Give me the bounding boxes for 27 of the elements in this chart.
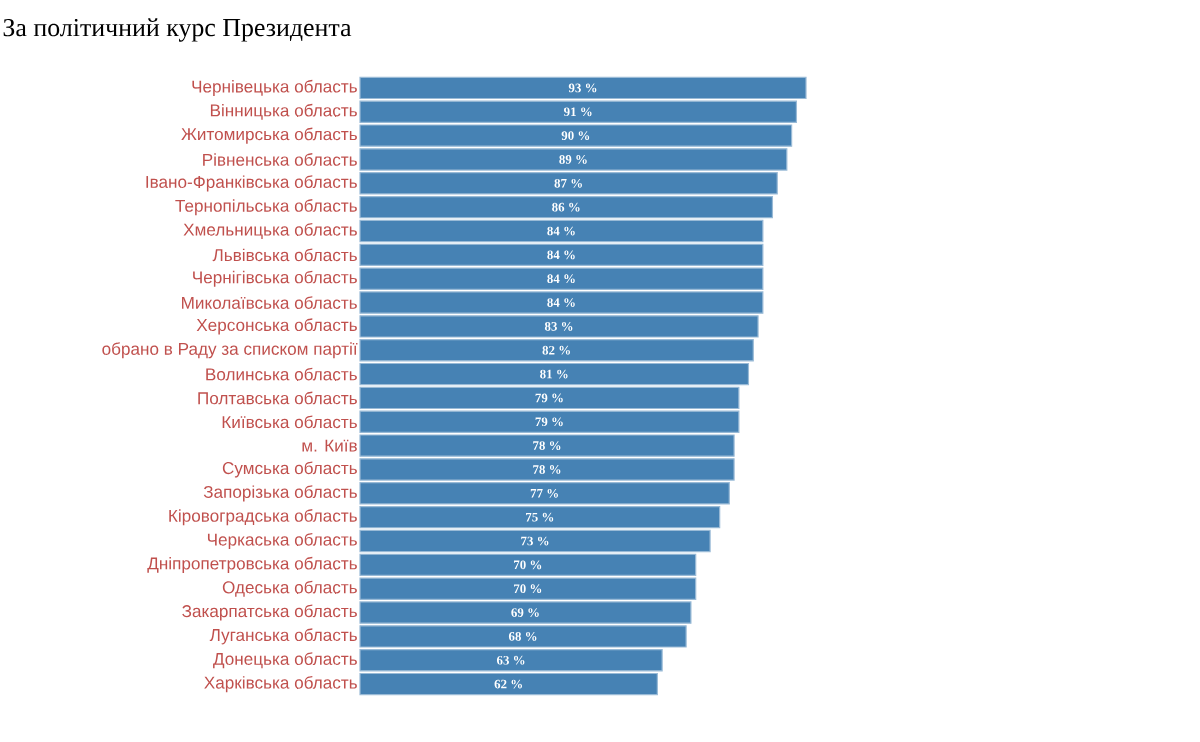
- y-tick-label: Одеська область: [222, 580, 357, 597]
- y-tick-label: Кіровоградська область: [169, 509, 357, 526]
- y-tick-label: Харківська область: [204, 676, 357, 693]
- y-tick-label: Полтавська область: [198, 391, 357, 405]
- y-tick-label: обрано в Раду за списком партії: [102, 342, 358, 359]
- y-tick-label: Луганська область: [209, 628, 357, 645]
- y-tick-label: Дніпропетровська область: [147, 556, 357, 573]
- y-tick-label: Хмельницька область: [183, 223, 357, 239]
- y-tick-label: Чернівецька область: [192, 79, 357, 96]
- y-tick-label: Рівненська область: [203, 153, 357, 166]
- y-tick-label: Житомирська область: [181, 127, 357, 144]
- y-tick-label: Запорізька область: [203, 485, 357, 502]
- y-tick-label: Донецька область: [213, 652, 357, 669]
- y-tick-label: Вінницька область: [210, 103, 357, 120]
- y-tick-label: Тернопільська область: [175, 199, 357, 216]
- y-tick-label: Херсонська область: [196, 318, 357, 335]
- y-tick-label: Київська область: [222, 415, 357, 429]
- chart-title: За політичний курс Президента: [3, 18, 352, 42]
- y-tick-label: Черкаська область: [207, 532, 357, 550]
- y-tick-label: Івано-Франківська область: [146, 175, 357, 192]
- y-tick-label: Сумська область: [222, 461, 357, 478]
- y-tick-label: м. Київ: [302, 439, 357, 452]
- y-tick-label: Львівська область: [212, 248, 357, 262]
- y-tick-label: Миколаївська область: [182, 296, 357, 309]
- y-tick-label: Закарпатська область: [182, 604, 357, 621]
- y-tick-label: Чернігівська область: [193, 270, 357, 287]
- y-tick-label: Волинська область: [206, 367, 357, 381]
